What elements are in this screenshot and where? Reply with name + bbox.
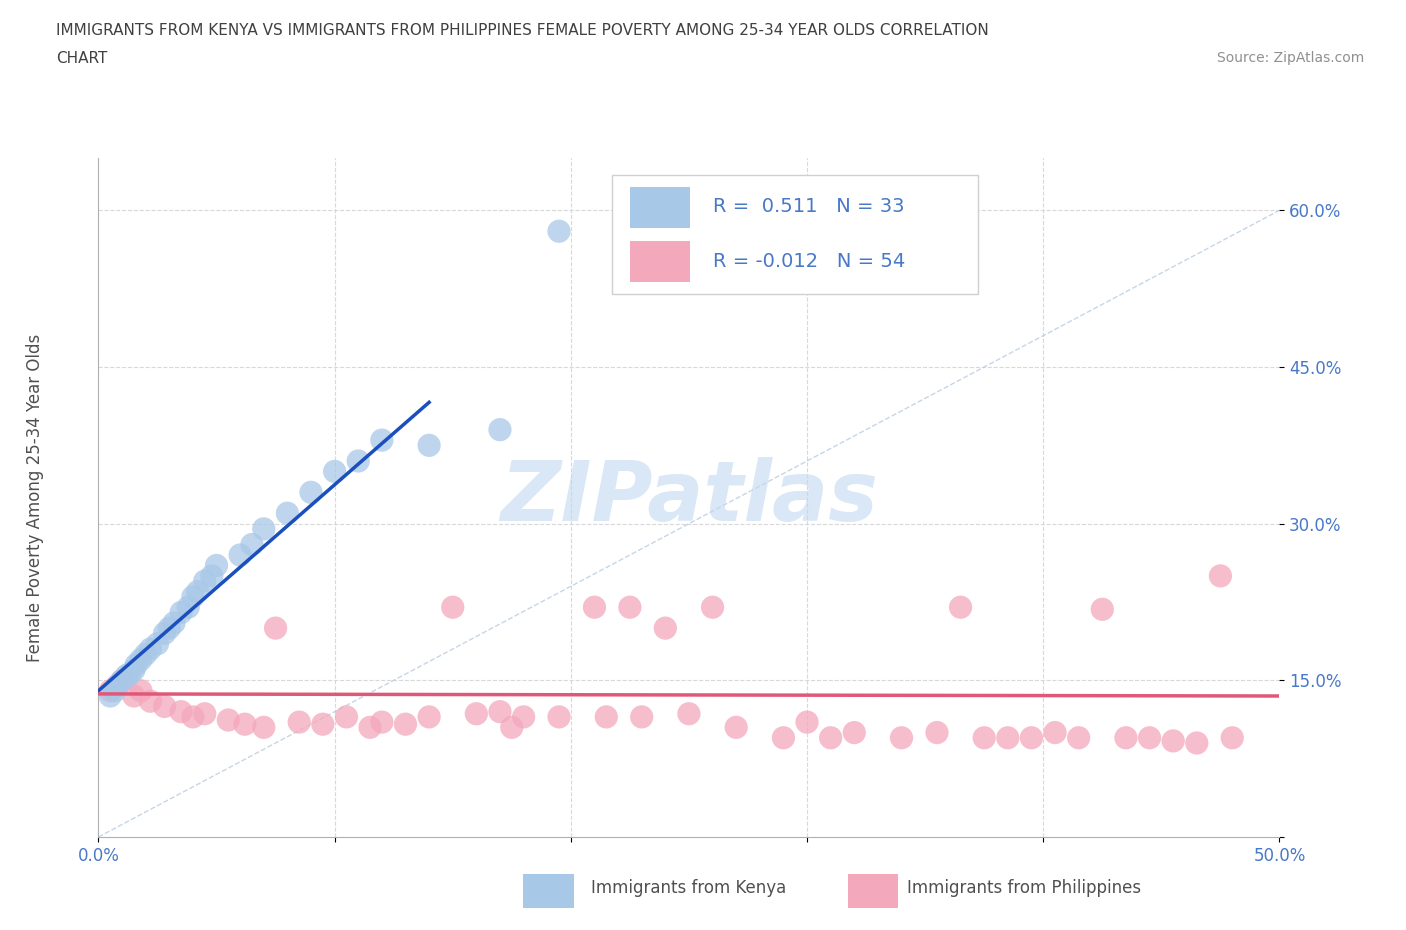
Point	[125, 658, 148, 672]
Point	[181, 590, 204, 604]
Point	[170, 605, 193, 620]
Point	[1139, 730, 1161, 745]
Point	[264, 620, 287, 635]
Point	[129, 652, 152, 667]
Point	[194, 706, 217, 721]
Point	[1091, 602, 1114, 617]
Point	[890, 730, 912, 745]
Point	[135, 646, 157, 661]
Point	[796, 714, 818, 729]
Point	[153, 626, 176, 641]
Point	[312, 717, 335, 732]
Point	[371, 432, 394, 447]
Point	[844, 725, 866, 740]
Point	[973, 730, 995, 745]
Point	[630, 710, 652, 724]
Point	[118, 668, 141, 683]
Point	[394, 717, 416, 732]
Point	[418, 710, 440, 724]
Point	[548, 224, 571, 239]
Point	[512, 710, 534, 724]
Text: ZIPatlas: ZIPatlas	[501, 457, 877, 538]
Point	[105, 678, 128, 693]
Point	[359, 720, 381, 735]
Point	[501, 720, 523, 735]
Point	[820, 730, 842, 745]
Point	[122, 688, 145, 703]
Point	[111, 673, 134, 688]
Text: Immigrants from Kenya: Immigrants from Kenya	[591, 879, 786, 897]
Text: R = -0.012   N = 54: R = -0.012 N = 54	[713, 252, 905, 271]
Point	[194, 574, 217, 589]
Point	[157, 620, 180, 635]
Point	[772, 730, 794, 745]
Point	[1220, 730, 1243, 745]
Point	[111, 673, 134, 688]
Point	[595, 710, 617, 724]
Point	[115, 668, 138, 683]
FancyBboxPatch shape	[630, 187, 690, 228]
Point	[146, 636, 169, 651]
Point	[925, 725, 948, 740]
Point	[205, 558, 228, 573]
Point	[1209, 568, 1232, 583]
Point	[163, 616, 186, 631]
Point	[104, 684, 127, 698]
Point	[299, 485, 322, 499]
Point	[129, 684, 152, 698]
Text: CHART: CHART	[56, 51, 108, 66]
FancyBboxPatch shape	[612, 175, 979, 294]
Point	[181, 710, 204, 724]
Point	[153, 699, 176, 714]
Point	[702, 600, 724, 615]
Text: Source: ZipAtlas.com: Source: ZipAtlas.com	[1216, 51, 1364, 65]
FancyBboxPatch shape	[630, 241, 690, 283]
Point	[489, 704, 512, 719]
Point	[1067, 730, 1090, 745]
Point	[288, 714, 311, 729]
Point	[276, 506, 298, 521]
Text: R =  0.511   N = 33: R = 0.511 N = 33	[713, 197, 904, 217]
Point	[1043, 725, 1066, 740]
Point	[217, 712, 239, 727]
Point	[997, 730, 1019, 745]
Point	[548, 710, 571, 724]
Point	[654, 620, 676, 635]
Point	[323, 464, 346, 479]
Point	[725, 720, 748, 735]
Point	[619, 600, 641, 615]
Point	[489, 422, 512, 437]
Point	[105, 678, 128, 693]
Point	[98, 688, 121, 703]
Point	[583, 600, 606, 615]
Point	[253, 522, 276, 537]
Point	[1115, 730, 1137, 745]
Point	[949, 600, 972, 615]
Point	[201, 568, 224, 583]
Point	[98, 684, 121, 698]
Point	[335, 710, 357, 724]
Point	[371, 714, 394, 729]
Point	[177, 600, 200, 615]
Point	[1021, 730, 1043, 745]
Point	[122, 662, 145, 677]
Point	[441, 600, 464, 615]
Point	[233, 717, 256, 732]
Point	[1185, 736, 1208, 751]
Point	[465, 706, 488, 721]
Text: Female Poverty Among 25-34 Year Olds: Female Poverty Among 25-34 Year Olds	[27, 334, 44, 661]
Text: IMMIGRANTS FROM KENYA VS IMMIGRANTS FROM PHILIPPINES FEMALE POVERTY AMONG 25-34 : IMMIGRANTS FROM KENYA VS IMMIGRANTS FROM…	[56, 23, 988, 38]
Point	[139, 642, 162, 657]
Point	[170, 704, 193, 719]
Point	[678, 706, 700, 721]
Text: Immigrants from Philippines: Immigrants from Philippines	[907, 879, 1142, 897]
Point	[253, 720, 276, 735]
Point	[139, 694, 162, 709]
Point	[187, 584, 209, 599]
Point	[229, 548, 252, 563]
Point	[240, 538, 263, 552]
Point	[347, 454, 370, 469]
Point	[1161, 734, 1184, 749]
Point	[418, 438, 440, 453]
